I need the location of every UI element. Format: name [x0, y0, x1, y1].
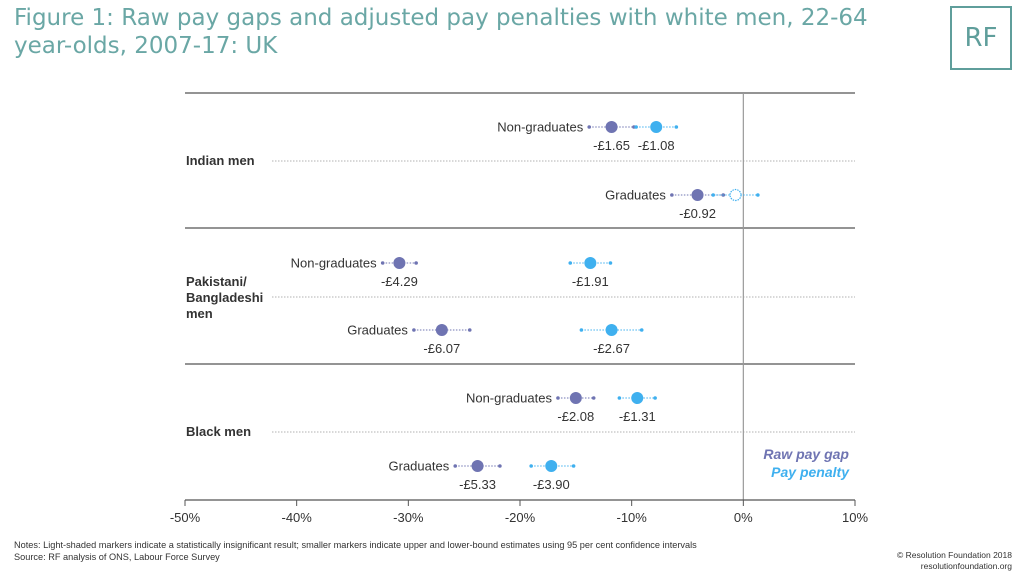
penalty-value-label: -£1.31 [619, 409, 656, 424]
group-label: Bangladeshi [186, 290, 263, 305]
raw-lower-bound [412, 328, 416, 332]
penalty-upper-bound [653, 396, 657, 400]
raw-value-label: -£6.07 [423, 341, 460, 356]
raw-upper-bound [414, 261, 418, 265]
raw-point [605, 121, 618, 133]
x-tick-label: -40% [281, 510, 312, 525]
raw-point [569, 392, 582, 404]
raw-value-label: -£2.08 [557, 409, 594, 424]
penalty-lower-bound [617, 396, 622, 400]
raw-upper-bound [467, 328, 472, 332]
penalty-point [584, 257, 597, 269]
penalty-value-label: -£1.08 [638, 138, 675, 153]
penalty-lower-bound [711, 193, 715, 197]
penalty-point [650, 121, 663, 133]
penalty-upper-bound [674, 125, 679, 129]
row-label: Graduates [605, 188, 666, 203]
raw-lower-bound [587, 125, 592, 129]
raw-point [393, 257, 406, 269]
source-line: Source: RF analysis of ONS, Labour Force… [14, 552, 220, 562]
group-label: Black men [186, 424, 251, 439]
notes-line: Notes: Light-shaded markers indicate a s… [14, 540, 697, 550]
raw-lower-bound [670, 193, 674, 197]
x-tick-label: 0% [734, 510, 753, 525]
rf-logo: RF [950, 6, 1012, 70]
penalty-upper-bound [639, 328, 644, 332]
group-label: Indian men [186, 153, 255, 168]
raw-point [435, 324, 448, 336]
x-tick-label: -50% [170, 510, 201, 525]
group-label: men [186, 306, 213, 321]
penalty-lower-bound [579, 328, 584, 332]
penalty-lower-bound [568, 261, 573, 265]
penalty-value-label: -£1.91 [572, 274, 609, 289]
row-label: Graduates [347, 323, 408, 338]
row-label: Non-graduates [497, 120, 583, 135]
raw-point [471, 460, 484, 472]
row-label: Non-graduates [466, 391, 552, 406]
copyright: © Resolution Foundation 2018 resolutionf… [897, 550, 1012, 572]
raw-upper-bound [591, 396, 596, 400]
raw-value-label: -£5.33 [459, 477, 496, 492]
penalty-lower-bound [634, 125, 638, 129]
penalty-point [545, 460, 558, 472]
legend-raw: Raw pay gap [763, 446, 849, 462]
raw-lower-bound [556, 396, 560, 400]
x-tick-label: -10% [616, 510, 647, 525]
raw-point [691, 189, 704, 201]
x-tick-label: -30% [393, 510, 424, 525]
penalty-value-label: -£2.67 [593, 341, 630, 356]
raw-value-label: -£0.92 [679, 206, 716, 221]
figure-title: Figure 1: Raw pay gaps and adjusted pay … [14, 5, 868, 59]
raw-lower-bound [380, 261, 385, 265]
penalty-point [605, 324, 618, 336]
chart-notes: Notes: Light-shaded markers indicate a s… [14, 539, 697, 563]
x-tick-label: -20% [505, 510, 536, 525]
x-tick-label: 10% [842, 510, 868, 525]
penalty-lower-bound [529, 464, 533, 468]
penalty-point [631, 392, 644, 404]
penalty-upper-bound [756, 193, 760, 197]
raw-value-label: -£4.29 [381, 274, 418, 289]
row-label: Non-graduates [291, 256, 377, 271]
penalty-upper-bound [608, 261, 613, 265]
website-line: resolutionfoundation.org [920, 561, 1012, 571]
legend-penalty: Pay penalty [771, 464, 850, 480]
raw-upper-bound [498, 464, 502, 468]
penalty-value-label: -£3.90 [533, 477, 570, 492]
copyright-line: © Resolution Foundation 2018 [897, 550, 1012, 560]
row-label: Graduates [389, 459, 450, 474]
raw-lower-bound [453, 464, 458, 468]
raw-value-label: -£1.65 [593, 138, 630, 153]
penalty-point-insignificant [729, 188, 742, 202]
penalty-upper-bound [571, 464, 576, 468]
group-label: Pakistani/ [186, 274, 247, 289]
